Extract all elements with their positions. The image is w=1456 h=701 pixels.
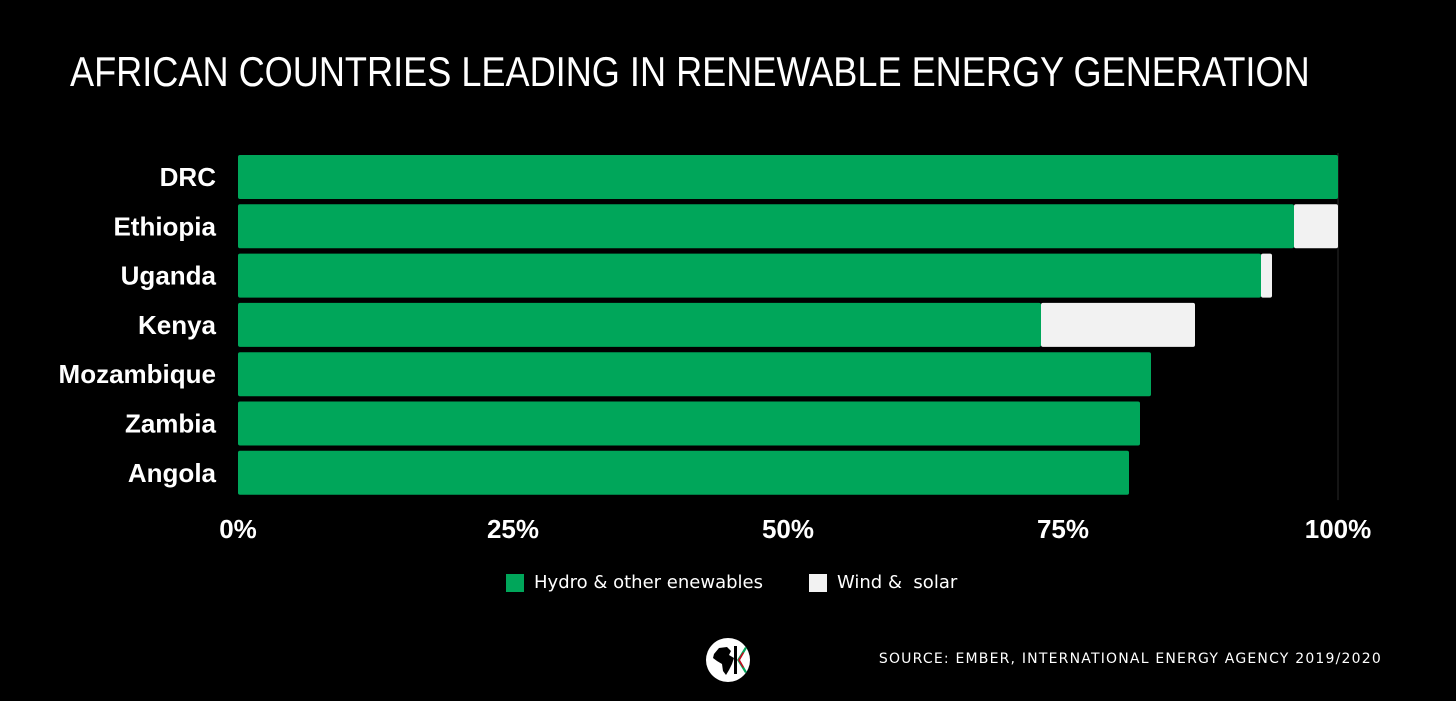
category-label: Kenya (138, 310, 217, 340)
bar-wind-solar (1041, 302, 1195, 347)
bar-hydro (238, 155, 1338, 199)
category-label: Mozambique (59, 359, 216, 389)
category-label: DRC (160, 162, 217, 192)
x-tick-label: 75% (1037, 514, 1089, 544)
legend-item-hydro: Hydro & other enewables (506, 572, 763, 593)
legend-label-wind-solar: Wind & solar (836, 572, 958, 593)
chart-title: AFRICAN COUNTRIES LEADING IN RENEWABLE E… (70, 48, 1310, 95)
bar-hydro (238, 204, 1294, 249)
x-tick-label: 0% (219, 514, 257, 544)
x-tick-label: 50% (762, 514, 814, 544)
source-note: SOURCE: EMBER, INTERNATIONAL ENERGY AGEN… (878, 651, 1382, 667)
bar-hydro (238, 253, 1261, 298)
x-tick-label: 100% (1305, 514, 1372, 544)
category-label: Zambia (125, 409, 217, 439)
bar-hydro (238, 302, 1041, 347)
x-tick-label: 25% (487, 514, 539, 544)
category-label: Uganda (121, 261, 217, 291)
bar-wind-solar (1294, 204, 1338, 249)
bar-hydro (238, 352, 1151, 397)
africa-map-logo (706, 638, 750, 682)
bar-wind-solar (1261, 253, 1272, 298)
legend-item-wind-solar: Wind & solar (808, 572, 958, 593)
bar-hydro (238, 401, 1140, 446)
bar-hydro (238, 450, 1129, 495)
chart-legend: Hydro & other enewables Wind & solar (506, 572, 1003, 593)
category-label: Angola (128, 458, 217, 488)
legend-swatch-hydro (506, 573, 524, 592)
category-label: Ethiopia (113, 211, 216, 241)
legend-swatch-wind-solar (808, 573, 827, 592)
legend-label-hydro: Hydro & other enewables (534, 572, 763, 593)
